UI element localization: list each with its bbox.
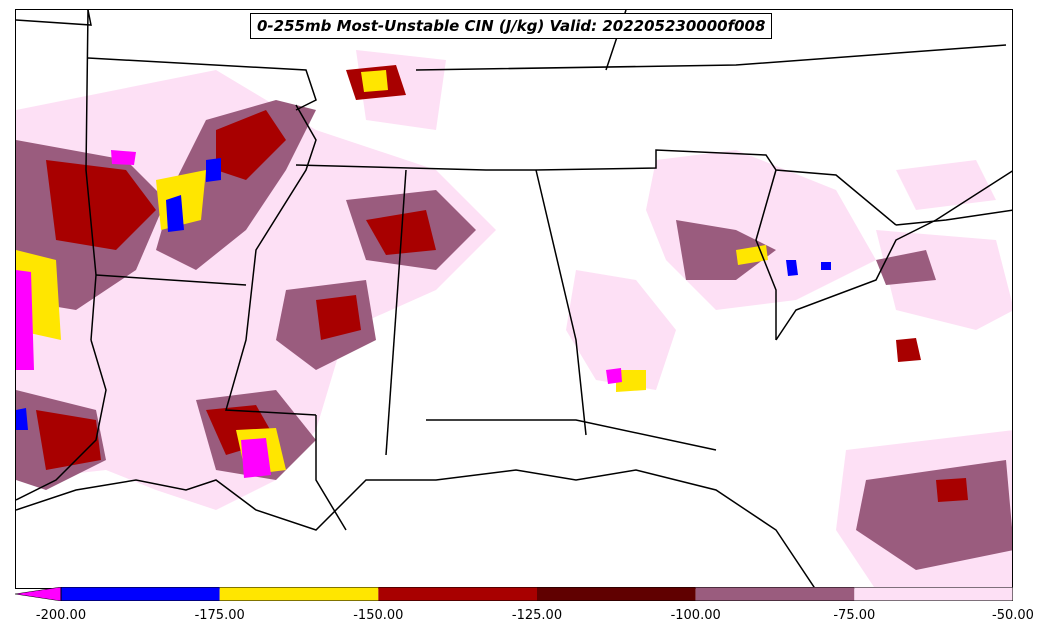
colorbar-tick-label: -125.00 <box>511 608 563 623</box>
colorbar-tick-label: -150.00 <box>353 608 404 623</box>
colorbar-tick-label: -75.00 <box>833 608 876 623</box>
colorbar-bin-5 <box>854 587 1013 601</box>
colorbar <box>15 587 1013 601</box>
colorbar-tick-label: -50.00 <box>992 608 1034 623</box>
cin-magenta-regions <box>16 150 622 478</box>
colorbar-tick-label: -100.00 <box>670 608 721 623</box>
map-title: 0-255mb Most-Unstable CIN (J/kg) Valid: … <box>250 13 773 39</box>
colorbar-extend-triangle <box>15 587 62 601</box>
colorbar-bin-0 <box>61 587 220 601</box>
colorbar-tick-label: -200.00 <box>35 608 87 623</box>
colorbar-outline <box>60 587 1013 601</box>
state-boundaries <box>16 10 1012 588</box>
colorbar-bin-2 <box>378 587 537 601</box>
colorbar-bin-1 <box>219 587 379 601</box>
colorbar-bin-4 <box>695 587 855 601</box>
colorbar-bin-3 <box>537 587 696 601</box>
colorbar-tick-label: -175.00 <box>194 608 245 623</box>
cin-map <box>16 10 1012 588</box>
map-frame <box>15 9 1013 589</box>
cin-blue-regions <box>16 158 831 430</box>
